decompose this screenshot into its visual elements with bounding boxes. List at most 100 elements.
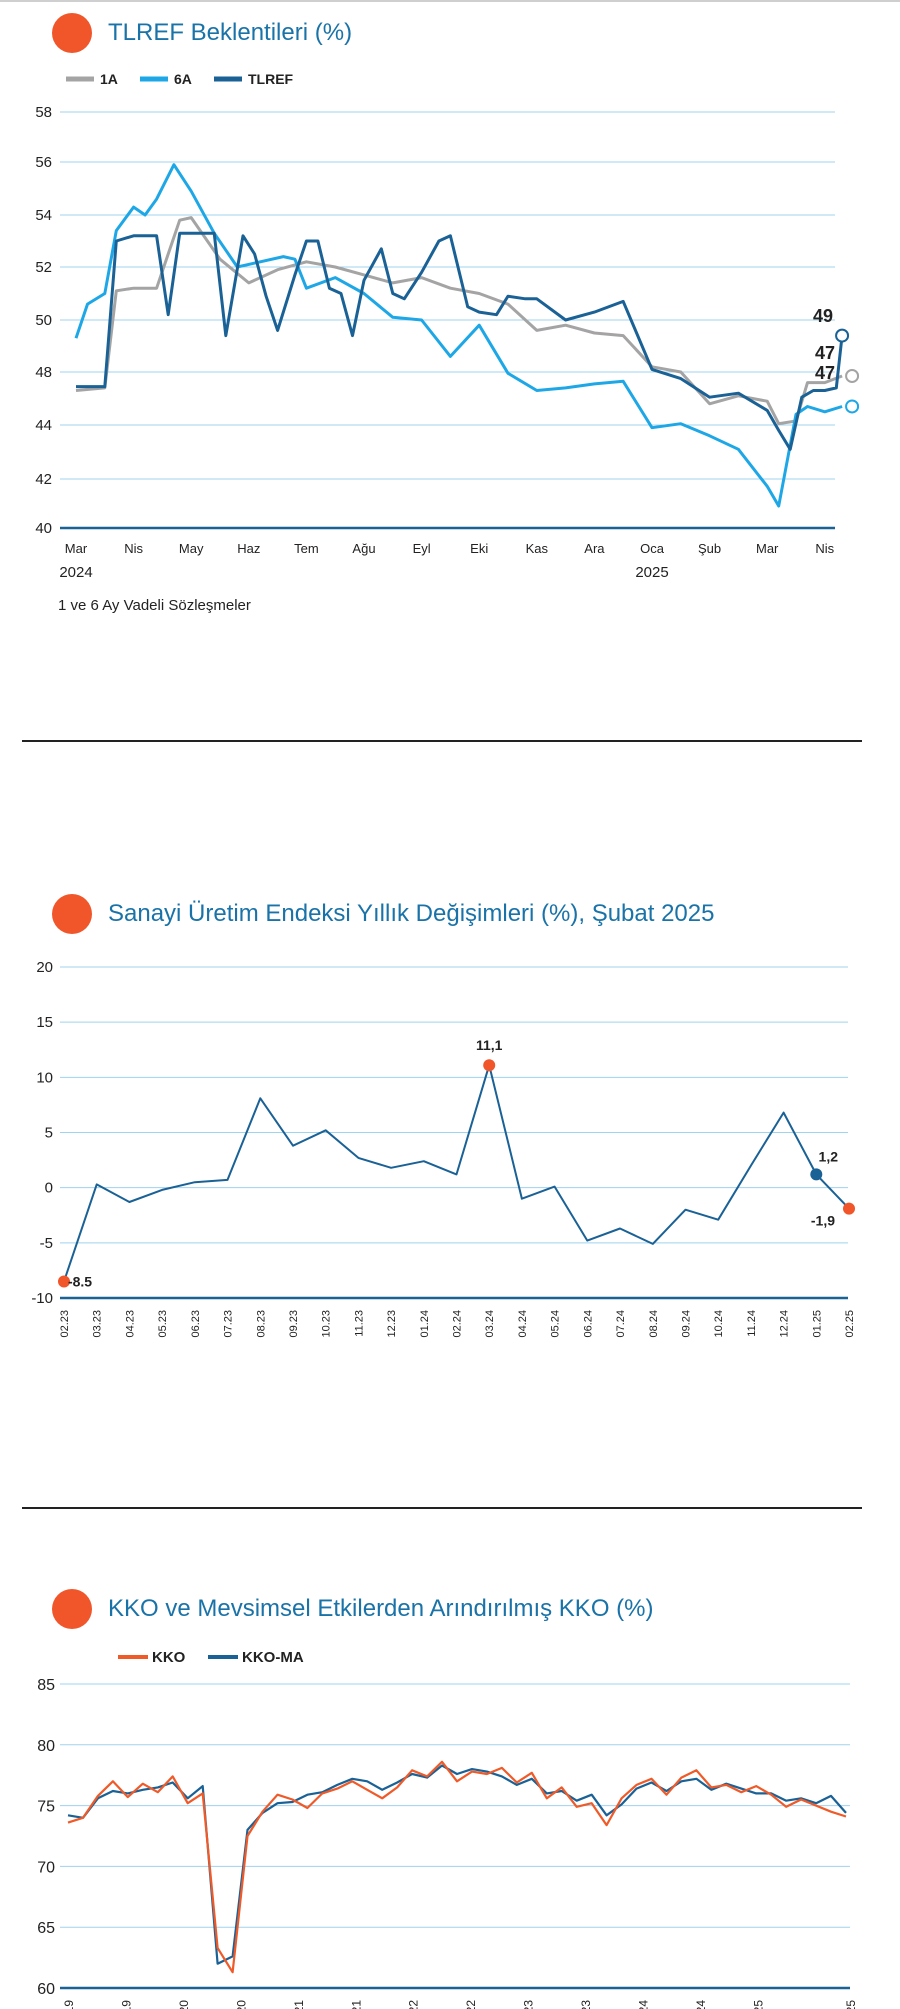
- section-divider: [22, 1507, 862, 1509]
- series-line-kko: [67, 1760, 847, 1974]
- y-tick-label: 70: [37, 1859, 55, 1876]
- x-tick-label: 06.23: [190, 1310, 202, 1338]
- x-tick-label: 02.25: [844, 1310, 856, 1338]
- y-tick-label: 15: [36, 1014, 53, 1031]
- x-tick-label: 09.23: [288, 1310, 300, 1338]
- y-tick-label: 42: [35, 471, 52, 488]
- x-tick-label: 08.23: [255, 1310, 267, 1338]
- y-tick-label: 56: [35, 154, 52, 171]
- chart2-header: Sanayi Üretim Endeksi Yıllık Değişimleri…: [52, 894, 714, 934]
- x-tick-label: 07.23: [579, 2000, 593, 2009]
- data-point-marker: [483, 1059, 496, 1072]
- x-tick-label: 06.24: [582, 1310, 594, 1338]
- y-tick-label: 54: [35, 207, 52, 224]
- x-tick-label: 07.22: [464, 2000, 478, 2009]
- year-label: 2024: [59, 564, 92, 581]
- y-tick-label: 85: [37, 1677, 55, 1694]
- x-tick-label: 01.22: [407, 2000, 421, 2009]
- y-tick-label: 80: [37, 1738, 55, 1755]
- chart3-header: KKO ve Mevsimsel Etkilerden Arındırılmış…: [52, 1589, 653, 1629]
- data-label: -1,9: [811, 1213, 835, 1229]
- series-line-kko-ma: [67, 1764, 847, 1965]
- x-tick-label: Şub: [698, 541, 721, 556]
- x-tick-label: Ara: [584, 541, 605, 556]
- x-tick-label: 01.20: [177, 2000, 191, 2009]
- x-tick-label: 11.23: [353, 1310, 365, 1337]
- x-tick-label: Oca: [640, 541, 665, 556]
- x-tick-label: 04.25: [844, 2000, 858, 2009]
- y-tick-label: 75: [37, 1799, 55, 1816]
- x-tick-label: 01.25: [751, 2000, 765, 2009]
- y-tick-label: 50: [35, 312, 52, 329]
- x-tick-label: 03.24: [484, 1310, 496, 1338]
- legend-label: KKO: [152, 1649, 186, 1666]
- x-tick-label: Nis: [124, 541, 143, 556]
- y-tick-label: 58: [35, 104, 52, 121]
- chart1-header: TLREF Beklentileri (%): [52, 13, 352, 53]
- x-tick-label: 12.23: [386, 1310, 398, 1338]
- series-line-1a: [75, 216, 843, 426]
- x-tick-label: Kas: [526, 541, 549, 556]
- data-point-marker: [843, 1202, 855, 1215]
- legend-label: 1A: [100, 71, 118, 87]
- chart3-title: KKO ve Mevsimsel Etkilerden Arındırılmış…: [108, 1595, 654, 1622]
- x-tick-label: 07.19: [119, 2000, 133, 2009]
- end-value-label: 49: [813, 306, 833, 326]
- x-tick-label: Mar: [756, 541, 779, 556]
- chart3-plot: 85 80 75 70 65 60 KKO KKO-MA 01.19 07.19 01.20 07.2…: [37, 1649, 858, 2009]
- legend-label: TLREF: [248, 71, 294, 87]
- x-tick-label: 05.23: [157, 1310, 169, 1338]
- data-point-marker: [810, 1168, 823, 1181]
- series-line-6a: [74, 163, 843, 508]
- x-tick-label: 09.24: [680, 1310, 692, 1338]
- y-tick-label: 48: [35, 364, 52, 381]
- data-point-marker: [58, 1275, 70, 1288]
- series-line-tlref: [76, 231, 844, 451]
- data-label: 1,2: [819, 1148, 839, 1164]
- x-tick-label: Eyl: [413, 541, 431, 556]
- x-tick-label: 10.24: [713, 1310, 725, 1338]
- x-tick-label: 07.20: [234, 2000, 248, 2009]
- x-tick-label: 02.23: [59, 1310, 71, 1338]
- top-border: [0, 0, 900, 2]
- x-tick-label: 05.24: [550, 1310, 562, 1338]
- series-line: [63, 1064, 850, 1282]
- x-tick-label: 01.24: [637, 2000, 651, 2009]
- x-tick-label: 01.24: [419, 1310, 431, 1338]
- x-tick-label: Tem: [294, 541, 319, 556]
- y-tick-label: 40: [35, 520, 52, 537]
- legend-label: KKO-MA: [242, 1649, 304, 1666]
- x-tick-label: 12.24: [779, 1310, 791, 1338]
- y-tick-label: 5: [45, 1125, 53, 1142]
- x-tick-label: 01.21: [292, 2000, 306, 2009]
- end-marker: [845, 368, 860, 383]
- x-tick-label: 11.24: [746, 1310, 758, 1337]
- x-tick-label: 03.23: [92, 1310, 104, 1338]
- end-value-label: 47: [815, 363, 835, 383]
- y-tick-label: 44: [35, 417, 52, 434]
- bullet-dot-icon: [52, 894, 92, 934]
- x-tick-label: 04.23: [124, 1310, 136, 1338]
- data-label: -8.5: [68, 1273, 92, 1289]
- chart2-title: Sanayi Üretim Endeksi Yıllık Değişimleri…: [108, 900, 715, 927]
- x-tick-label: 01.23: [522, 2000, 536, 2009]
- y-tick-label: 20: [36, 959, 53, 976]
- x-tick-label: 10.23: [321, 1310, 333, 1338]
- bullet-dot-icon: [52, 1589, 92, 1629]
- y-tick-label: 65: [37, 1920, 55, 1937]
- x-tick-label: 01.25: [811, 1310, 823, 1338]
- x-tick-label: 07.21: [349, 2000, 363, 2009]
- y-tick-label: -5: [40, 1235, 53, 1252]
- y-tick-label: 52: [35, 259, 52, 276]
- year-label: 2025: [635, 564, 668, 581]
- x-tick-label: Nis: [815, 541, 834, 556]
- x-tick-label: Mar: [65, 541, 88, 556]
- section-divider: [22, 740, 862, 742]
- y-tick-label: 0: [45, 1180, 53, 1197]
- x-tick-label: 04.24: [517, 1310, 529, 1338]
- chart1-note: 1 ve 6 Ay Vadeli Sözleşmeler: [58, 597, 251, 614]
- x-tick-label: 07.23: [223, 1310, 235, 1338]
- x-tick-label: 08.24: [648, 1310, 660, 1338]
- chart1-title: TLREF Beklentileri (%): [108, 19, 353, 46]
- x-tick-label: 07.24: [694, 2000, 708, 2009]
